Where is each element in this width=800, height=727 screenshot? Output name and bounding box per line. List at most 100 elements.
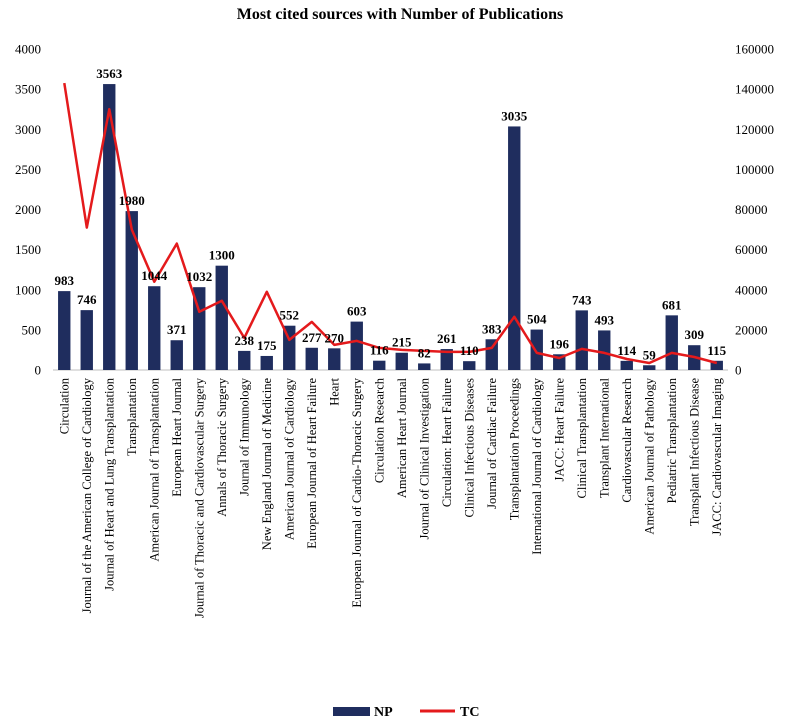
y-right-tick-label: 20000	[735, 322, 768, 337]
bar-data-label: 115	[707, 343, 726, 358]
category-label: Journal of Clinical Investigation	[417, 377, 431, 539]
bar-np	[238, 350, 251, 370]
y-right-tick-label: 140000	[735, 82, 774, 97]
category-label: Transplantation	[125, 377, 139, 456]
bar-data-label: 743	[572, 292, 592, 307]
category-label: JACC: Heart Failure	[552, 378, 566, 482]
bar-data-label: 175	[257, 338, 277, 353]
bar-np	[350, 321, 363, 370]
y-right-tick-label: 80000	[735, 202, 768, 217]
bar-data-label: 82	[418, 345, 431, 360]
bar-data-label: 552	[280, 308, 300, 323]
y-left-tick-label: 3500	[15, 82, 41, 97]
category-label: Circulation	[57, 377, 71, 434]
bar-data-label: 196	[550, 336, 570, 351]
bar-data-label: 1032	[186, 269, 212, 284]
bar-data-label: 309	[685, 327, 705, 342]
legend-label-np: NP	[374, 705, 393, 720]
category-label: Circulation: Heart Failure	[440, 378, 454, 508]
bar-data-label: 493	[595, 312, 615, 327]
category-label: New England Journal of Medicine	[260, 378, 274, 551]
category-label: JACC: Cardiovascular Imaging	[710, 377, 724, 535]
y-right-tick-label: 160000	[735, 42, 774, 57]
category-label: Cardiovascular Research	[620, 377, 634, 502]
category-label: European Journal of Cardio-Thoracic Surg…	[350, 377, 364, 607]
bar-np	[643, 365, 656, 370]
bar-np	[193, 287, 206, 370]
y-left-tick-label: 2500	[15, 162, 41, 177]
bar-np	[440, 349, 453, 370]
category-label: Transplant International	[597, 377, 611, 498]
bar-np	[665, 315, 678, 370]
bar-data-label: 270	[325, 330, 345, 345]
y-left-tick-label: 1000	[15, 282, 41, 297]
y-left-tick-label: 4000	[15, 42, 41, 57]
chart-title: Most cited sources with Number of Public…	[236, 6, 564, 23]
y-left-tick-label: 1500	[15, 242, 41, 257]
bar-np	[508, 126, 521, 370]
legend: NP TC	[333, 705, 479, 720]
category-label: European Journal of Heart Failure	[305, 378, 319, 549]
bar-np	[103, 84, 116, 371]
bar-data-label: 504	[527, 312, 547, 327]
bar-np	[598, 330, 611, 370]
category-label: American Journal of Cardiology	[282, 377, 296, 540]
axes-layer: 0500100015002000250030003500400002000040…	[15, 42, 774, 378]
y-left-tick-label: 3000	[15, 122, 41, 137]
category-label: Journal of Immunology	[237, 377, 251, 496]
category-label: Journal of Cardiac Failure	[485, 378, 499, 509]
bar-np	[125, 211, 138, 370]
bar-np	[58, 291, 71, 370]
y-right-tick-label: 100000	[735, 162, 774, 177]
bar-np	[80, 310, 93, 370]
bar-np	[575, 310, 588, 370]
bar-data-label: 603	[347, 304, 367, 319]
y-right-tick-label: 0	[735, 363, 742, 378]
bar-data-label: 215	[392, 335, 412, 350]
category-label: Clinical Transplantation	[575, 377, 589, 498]
bar-np	[260, 355, 273, 370]
bar-data-label: 383	[482, 321, 502, 336]
category-label: Transplant Infectious Disease	[687, 378, 701, 527]
line-tc	[63, 82, 718, 365]
bar-np	[485, 339, 498, 370]
bar-data-label: 277	[302, 330, 322, 345]
category-label: American Heart Journal	[395, 377, 409, 498]
y-right-tick-label: 120000	[735, 122, 774, 137]
bars-layer	[58, 84, 723, 371]
category-label: American Journal of Pathology	[642, 377, 656, 534]
bar-np	[530, 329, 543, 370]
bar-data-label: 116	[370, 343, 389, 358]
category-label: Clinical Infectious Diseases	[462, 378, 476, 518]
category-label: Journal of Heart and Lung Transplantatio…	[102, 377, 116, 591]
bar-np	[170, 340, 183, 370]
bar-data-label: 3563	[96, 66, 123, 81]
bar-np	[328, 348, 341, 370]
category-label: Heart	[327, 377, 341, 405]
bar-data-label: 371	[167, 322, 187, 337]
category-label: Circulation Research	[372, 377, 386, 483]
category-label: Annals of Thoracic Surgery	[215, 377, 229, 516]
bar-np	[620, 360, 633, 370]
bar-np	[418, 363, 431, 370]
bar-data-label: 110	[460, 343, 479, 358]
category-labels: Circulation Journal of the American Colle…	[57, 377, 724, 618]
bar-np	[710, 360, 723, 370]
category-label: European Heart Journal	[170, 377, 184, 496]
category-label: Pediatric Transplantation	[665, 377, 679, 503]
legend-label-tc: TC	[460, 705, 479, 720]
category-label: Journal of Thoracic and Cardiovascular S…	[192, 377, 206, 618]
bar-data-label: 59	[643, 347, 657, 362]
line-layer	[63, 82, 718, 365]
bar-data-label: 238	[235, 333, 255, 348]
y-right-tick-label: 60000	[735, 242, 768, 257]
y-left-tick-label: 500	[22, 322, 42, 337]
legend-swatch-np	[333, 707, 370, 716]
bar-np	[373, 360, 386, 370]
y-right-tick-label: 40000	[735, 282, 768, 297]
category-label: International Journal of Cardiology	[530, 377, 544, 554]
bar-np	[395, 352, 408, 370]
bar-np	[215, 265, 228, 370]
